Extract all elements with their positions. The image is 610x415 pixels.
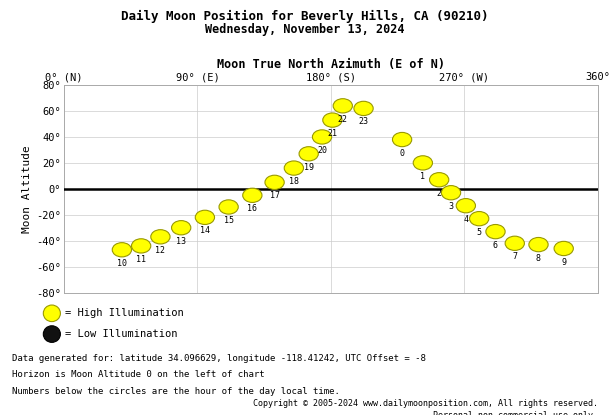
Text: 10: 10 xyxy=(117,259,127,268)
Ellipse shape xyxy=(456,198,475,213)
Ellipse shape xyxy=(354,101,373,115)
Text: 13: 13 xyxy=(176,237,186,246)
Text: 1: 1 xyxy=(420,172,425,181)
Ellipse shape xyxy=(323,113,342,127)
Ellipse shape xyxy=(392,132,412,146)
Text: 20: 20 xyxy=(317,146,327,155)
Text: 23: 23 xyxy=(359,117,368,127)
Text: 12: 12 xyxy=(156,246,165,255)
Text: Data generated for: latitude 34.096629, longitude -118.41242, UTC Offset = -8: Data generated for: latitude 34.096629, … xyxy=(12,354,426,363)
Text: 4: 4 xyxy=(464,215,468,224)
X-axis label: Moon True North Azimuth (E of N): Moon True North Azimuth (E of N) xyxy=(217,58,445,71)
Text: Horizon is Moon Altitude 0 on the left of chart: Horizon is Moon Altitude 0 on the left o… xyxy=(12,370,265,379)
Ellipse shape xyxy=(195,210,215,225)
Text: 22: 22 xyxy=(338,115,348,124)
Text: 3: 3 xyxy=(448,202,453,211)
Text: 6: 6 xyxy=(493,241,498,250)
Ellipse shape xyxy=(429,173,449,187)
Ellipse shape xyxy=(265,175,284,190)
Ellipse shape xyxy=(112,243,132,257)
Ellipse shape xyxy=(554,242,573,256)
Ellipse shape xyxy=(470,212,489,226)
Text: 8: 8 xyxy=(536,254,541,263)
Text: 0: 0 xyxy=(400,149,404,158)
Text: 11: 11 xyxy=(136,255,146,264)
Text: 7: 7 xyxy=(512,252,517,261)
Text: 16: 16 xyxy=(247,205,257,213)
Ellipse shape xyxy=(312,130,332,144)
Ellipse shape xyxy=(333,99,353,113)
Text: Copyright © 2005-2024 www.dailymoonposition.com, All rights reserved.: Copyright © 2005-2024 www.dailymoonposit… xyxy=(253,399,598,408)
Ellipse shape xyxy=(171,221,191,235)
Text: 21: 21 xyxy=(328,129,337,138)
Ellipse shape xyxy=(505,236,525,250)
Text: 14: 14 xyxy=(200,227,210,235)
Text: 19: 19 xyxy=(304,163,314,172)
Ellipse shape xyxy=(299,146,318,161)
Ellipse shape xyxy=(151,229,170,244)
Text: 9: 9 xyxy=(561,258,566,266)
Text: Numbers below the circles are the hour of the day local time.: Numbers below the circles are the hour o… xyxy=(12,387,340,396)
Text: = High Illumination: = High Illumination xyxy=(65,308,184,318)
Ellipse shape xyxy=(529,237,548,252)
Text: 2: 2 xyxy=(437,189,442,198)
Text: Personal non commercial use only.: Personal non commercial use only. xyxy=(433,411,598,415)
Y-axis label: Moon Altitude: Moon Altitude xyxy=(22,145,32,233)
Ellipse shape xyxy=(243,188,262,203)
Text: Daily Moon Position for Beverly Hills, CA (90210): Daily Moon Position for Beverly Hills, C… xyxy=(121,10,489,24)
Ellipse shape xyxy=(132,239,151,253)
Ellipse shape xyxy=(284,161,304,175)
Text: = Low Illumination: = Low Illumination xyxy=(65,329,178,339)
Ellipse shape xyxy=(413,156,432,170)
Text: Wednesday, November 13, 2024: Wednesday, November 13, 2024 xyxy=(205,23,405,36)
Text: 15: 15 xyxy=(224,216,234,225)
Ellipse shape xyxy=(442,186,461,200)
Ellipse shape xyxy=(486,225,505,239)
Text: 18: 18 xyxy=(289,177,299,186)
Text: 17: 17 xyxy=(270,191,279,200)
Ellipse shape xyxy=(219,200,239,214)
Text: 5: 5 xyxy=(476,228,482,237)
